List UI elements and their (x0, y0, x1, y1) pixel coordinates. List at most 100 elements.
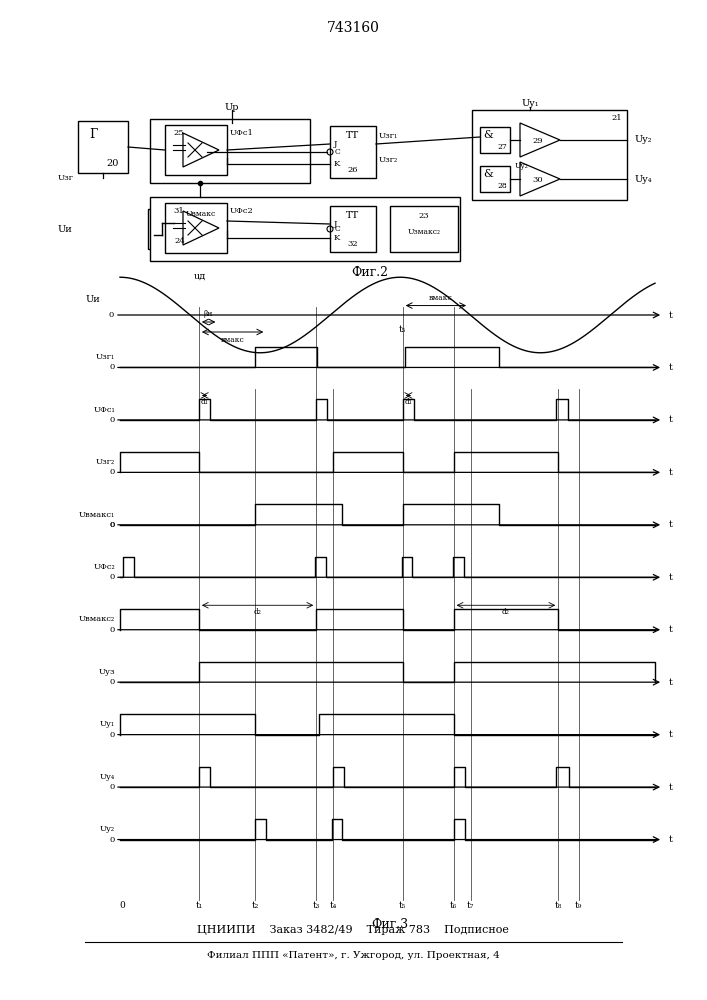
Text: 23: 23 (419, 212, 429, 220)
Bar (150, 197, 460, 261)
Text: Uвмакс: Uвмакс (186, 210, 216, 218)
Text: 29: 29 (532, 137, 543, 145)
Text: 0: 0 (110, 468, 115, 476)
Text: 0: 0 (119, 902, 125, 910)
Text: d₁: d₁ (201, 398, 209, 406)
Bar (78, 121, 128, 173)
Text: Uу₂: Uу₂ (100, 825, 115, 833)
Text: 0: 0 (110, 836, 115, 844)
Text: t: t (669, 835, 673, 844)
Text: Фиг.3: Фиг.3 (371, 918, 409, 930)
Bar (165, 203, 227, 253)
Text: Uy₄: Uy₄ (635, 174, 653, 184)
Text: UΦc1: UΦc1 (230, 129, 254, 137)
Text: 0: 0 (110, 573, 115, 581)
Text: Uу₄: Uу₄ (100, 773, 115, 781)
Text: 0: 0 (110, 678, 115, 686)
Text: ТТ: ТТ (346, 212, 360, 221)
Text: d₂: d₂ (502, 608, 510, 616)
Text: C: C (335, 225, 341, 233)
Text: ТТ: ТТ (346, 131, 360, 140)
Text: 24: 24 (174, 237, 185, 245)
Text: UΦc₁: UΦc₁ (93, 406, 115, 414)
Text: Uу₁: Uу₁ (100, 720, 115, 728)
Text: t₇: t₇ (467, 902, 474, 910)
Text: t: t (669, 783, 673, 792)
Text: 0: 0 (110, 521, 115, 529)
Text: Uy₂: Uy₂ (515, 162, 529, 170)
Text: 743160: 743160 (327, 21, 380, 35)
Text: Uy₁: Uy₁ (521, 99, 539, 107)
Text: t: t (669, 573, 673, 582)
Text: J: J (334, 220, 337, 228)
Text: вмакс: вмакс (429, 294, 452, 302)
Text: Uзг₁: Uзг₁ (95, 353, 115, 361)
Text: 27: 27 (497, 143, 507, 151)
Text: Uвмакс₂: Uвмакс₂ (78, 615, 115, 623)
Text: 0: 0 (110, 363, 115, 371)
Text: &: & (483, 130, 493, 140)
Text: 25: 25 (173, 129, 184, 137)
Text: t: t (669, 310, 673, 320)
Text: Г: Г (89, 128, 97, 141)
Text: t: t (669, 730, 673, 739)
Text: Up: Up (225, 103, 239, 111)
Text: K: K (334, 160, 340, 168)
Text: 30: 30 (532, 176, 543, 184)
Bar (472, 110, 627, 200)
Text: Uи: Uи (86, 295, 100, 304)
Text: uд: uд (194, 271, 206, 280)
Text: d₁: d₁ (404, 398, 412, 406)
Bar (390, 206, 458, 252)
Bar (330, 206, 376, 252)
Text: UΦc2: UΦc2 (230, 207, 254, 215)
Text: 0: 0 (110, 731, 115, 739)
Text: βн: βн (204, 310, 214, 318)
Text: t: t (669, 363, 673, 372)
Text: J: J (334, 140, 337, 148)
Text: Uвмакс₁: Uвмакс₁ (78, 511, 115, 519)
Text: Uзг₁: Uзг₁ (379, 132, 398, 140)
Text: t₈: t₈ (554, 902, 562, 910)
Text: Uзг₂: Uзг₂ (95, 458, 115, 466)
Text: t₃: t₃ (312, 902, 320, 910)
Text: 21: 21 (612, 114, 622, 122)
Bar (480, 166, 510, 192)
Text: t: t (669, 468, 673, 477)
Text: t₆: t₆ (450, 902, 457, 910)
Text: t: t (669, 520, 673, 529)
Text: t: t (669, 678, 673, 687)
Text: Uзг₂: Uзг₂ (379, 156, 398, 164)
Text: C: C (335, 148, 341, 156)
Text: Uи: Uи (57, 225, 72, 233)
Text: 0: 0 (109, 311, 114, 319)
Bar (150, 119, 310, 183)
Text: t₁: t₁ (195, 902, 203, 910)
Text: 32: 32 (348, 240, 358, 248)
Text: t₄: t₄ (329, 902, 337, 910)
Bar (165, 125, 227, 175)
Bar (330, 126, 376, 178)
Text: Uy₂: Uy₂ (635, 135, 653, 144)
Text: Uзг: Uзг (58, 174, 74, 182)
Bar (148, 209, 183, 249)
Text: 26: 26 (348, 166, 358, 174)
Text: 28: 28 (497, 182, 507, 190)
Text: t₅: t₅ (399, 324, 407, 334)
Text: 0: 0 (110, 521, 115, 529)
Text: вмакс: вмакс (221, 336, 245, 344)
Text: 31: 31 (173, 207, 184, 215)
Text: Uзмакс₂: Uзмакс₂ (407, 228, 440, 236)
Text: t₂: t₂ (251, 902, 259, 910)
Text: d₂: d₂ (254, 608, 262, 616)
Text: Филиал ППП «Патент», г. Ужгород, ул. Проектная, 4: Филиал ППП «Патент», г. Ужгород, ул. Про… (206, 952, 499, 960)
Text: 0: 0 (110, 416, 115, 424)
Text: ЦНИИПИ    Заказ 3482/49    Тираж 783    Подписное: ЦНИИПИ Заказ 3482/49 Тираж 783 Подписное (197, 925, 509, 935)
Text: Фиг.2: Фиг.2 (351, 266, 389, 279)
Text: K: K (334, 234, 340, 242)
Text: t: t (669, 415, 673, 424)
Text: t₉: t₉ (575, 902, 583, 910)
Text: t: t (669, 625, 673, 634)
Text: UΦc₂: UΦc₂ (93, 563, 115, 571)
Bar (480, 127, 510, 153)
